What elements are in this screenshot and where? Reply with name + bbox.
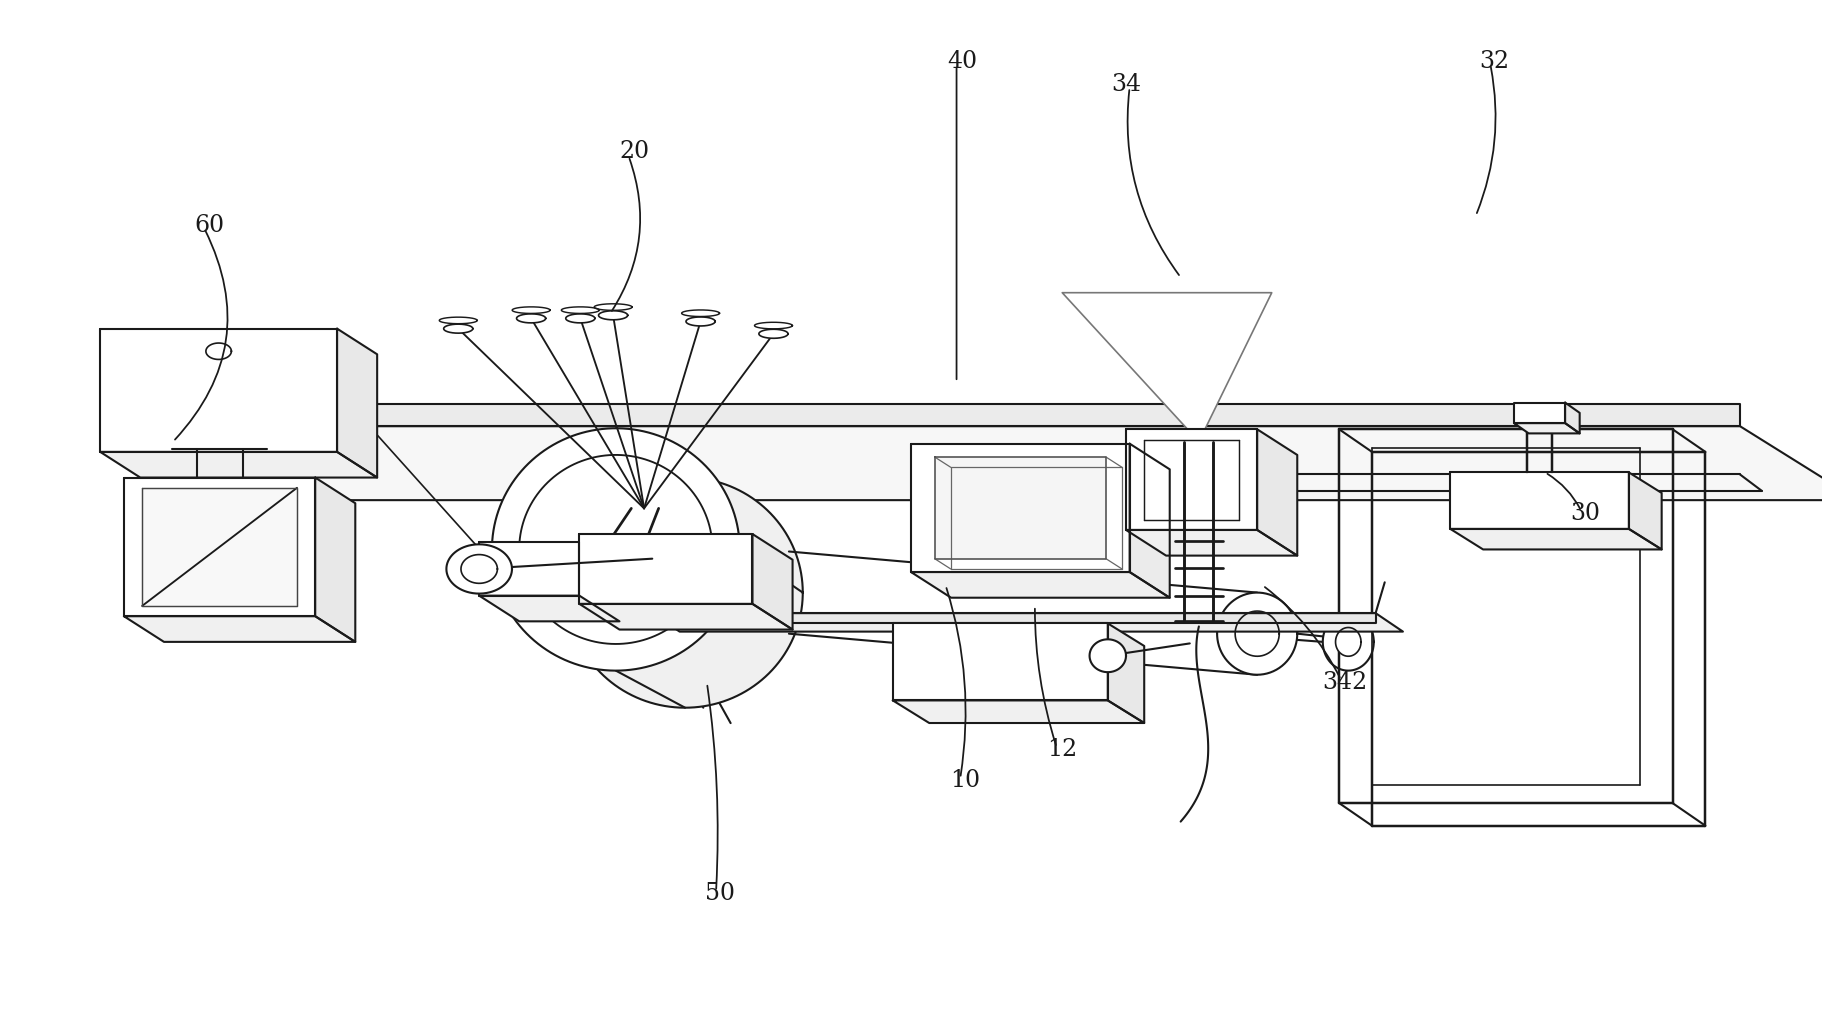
Polygon shape <box>124 478 315 616</box>
Text: 40: 40 <box>947 50 977 73</box>
Polygon shape <box>1090 640 1126 672</box>
Polygon shape <box>893 623 1108 700</box>
Text: 60: 60 <box>195 215 224 237</box>
Text: 32: 32 <box>1479 50 1509 73</box>
Polygon shape <box>206 343 231 359</box>
Polygon shape <box>142 488 297 606</box>
Polygon shape <box>760 330 789 338</box>
Polygon shape <box>1126 429 1257 530</box>
Polygon shape <box>1126 530 1297 556</box>
Text: 30: 30 <box>1571 502 1600 525</box>
Polygon shape <box>337 329 377 478</box>
Polygon shape <box>752 534 793 630</box>
Polygon shape <box>579 604 793 630</box>
Text: 10: 10 <box>951 769 980 792</box>
Text: 342: 342 <box>1323 672 1366 694</box>
Text: 50: 50 <box>705 882 734 905</box>
Polygon shape <box>1257 429 1297 556</box>
Polygon shape <box>1062 293 1272 442</box>
Polygon shape <box>461 555 497 583</box>
Polygon shape <box>446 544 512 594</box>
Polygon shape <box>687 317 714 326</box>
Polygon shape <box>681 310 720 316</box>
Polygon shape <box>519 455 712 644</box>
Polygon shape <box>1130 444 1170 598</box>
Polygon shape <box>109 404 1740 426</box>
Polygon shape <box>479 542 579 596</box>
Polygon shape <box>100 452 377 478</box>
Polygon shape <box>911 572 1170 598</box>
Polygon shape <box>1629 472 1662 549</box>
Polygon shape <box>911 444 1130 572</box>
Polygon shape <box>893 700 1144 723</box>
Polygon shape <box>1336 627 1361 656</box>
Polygon shape <box>315 478 355 642</box>
Polygon shape <box>512 307 550 313</box>
Polygon shape <box>1108 623 1144 723</box>
Polygon shape <box>561 307 599 313</box>
Polygon shape <box>124 616 355 642</box>
Polygon shape <box>935 457 1106 559</box>
Polygon shape <box>1450 529 1662 549</box>
Polygon shape <box>1514 403 1565 423</box>
Polygon shape <box>1514 423 1580 433</box>
Text: 12: 12 <box>1048 738 1077 761</box>
Polygon shape <box>479 596 619 621</box>
Polygon shape <box>652 613 1403 632</box>
Text: 34: 34 <box>1111 73 1141 96</box>
Polygon shape <box>1235 611 1279 656</box>
Text: 20: 20 <box>619 141 649 163</box>
Polygon shape <box>109 426 1822 500</box>
Polygon shape <box>754 322 793 329</box>
Polygon shape <box>445 325 474 333</box>
Polygon shape <box>1450 472 1629 529</box>
Polygon shape <box>599 311 629 319</box>
Polygon shape <box>492 428 740 671</box>
Polygon shape <box>1565 403 1580 433</box>
Polygon shape <box>1217 593 1297 675</box>
Polygon shape <box>594 304 632 310</box>
Polygon shape <box>1323 613 1374 671</box>
Polygon shape <box>100 329 337 452</box>
Polygon shape <box>517 314 547 322</box>
Polygon shape <box>567 478 804 708</box>
Polygon shape <box>652 613 1376 623</box>
Polygon shape <box>579 534 752 604</box>
Polygon shape <box>439 317 477 324</box>
Polygon shape <box>567 314 594 322</box>
